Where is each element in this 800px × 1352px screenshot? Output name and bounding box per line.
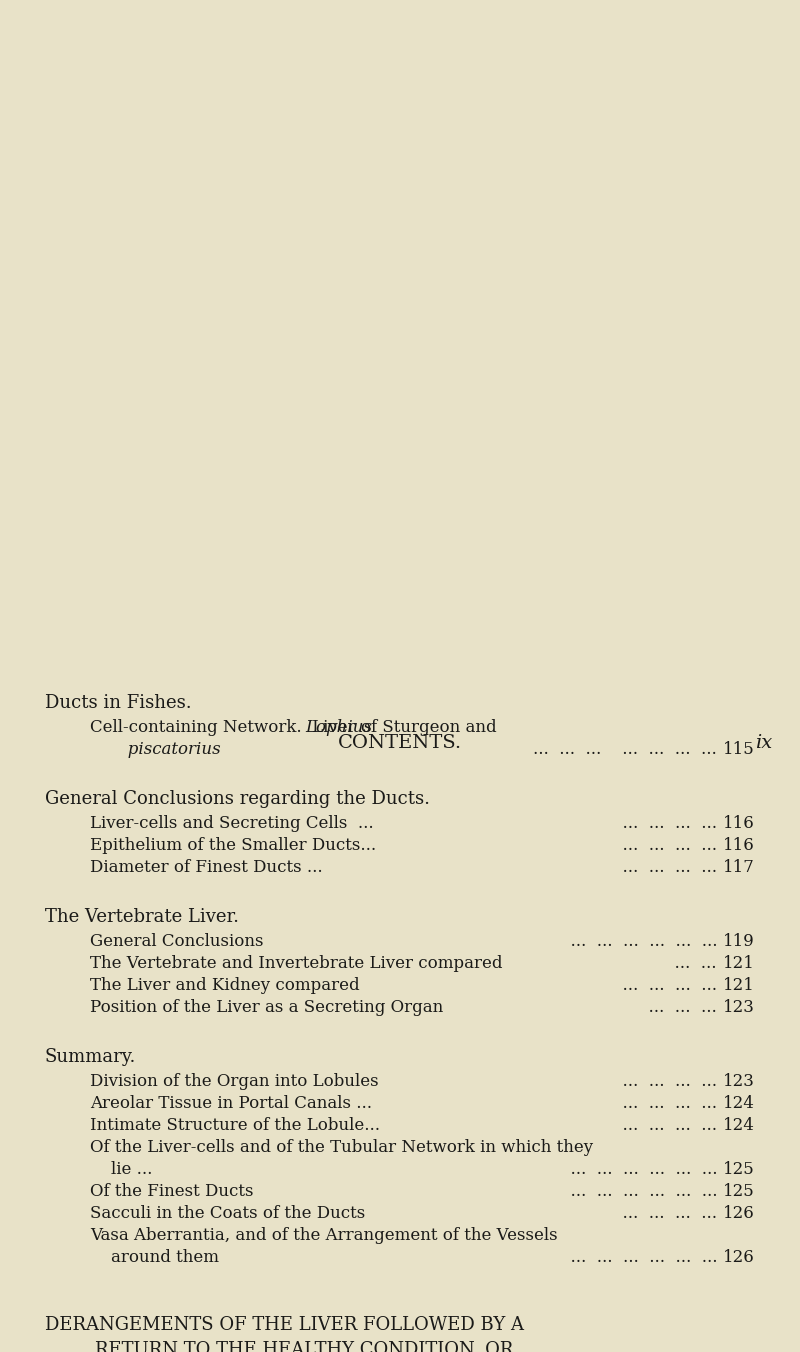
Text: Vasa Aberrantia, and of the Arrangement of the Vessels: Vasa Aberrantia, and of the Arrangement … (90, 1228, 558, 1244)
Text: CONTENTS.: CONTENTS. (338, 734, 462, 752)
Text: 116: 116 (723, 837, 755, 854)
Text: Areolar Tissue in Portal Canals ...: Areolar Tissue in Portal Canals ... (90, 1095, 372, 1111)
Text: ...  ...  ...  ...  ...  ...: ... ... ... ... ... ... (559, 1183, 717, 1201)
Text: 119: 119 (723, 933, 755, 950)
Text: Of the Liver-cells and of the Tubular Network in which they: Of the Liver-cells and of the Tubular Ne… (90, 1138, 593, 1156)
Text: Cell-containing Network.  Liver of Sturgeon and: Cell-containing Network. Liver of Sturge… (90, 719, 502, 735)
Text: 117: 117 (723, 859, 755, 876)
Text: The Vertebrate and Invertebrate Liver compared: The Vertebrate and Invertebrate Liver co… (90, 955, 502, 972)
Text: Of the Finest Ducts: Of the Finest Ducts (90, 1183, 254, 1201)
Text: ...  ...: ... ... (665, 955, 717, 972)
Text: Lophius: Lophius (306, 719, 373, 735)
Text: Ducts in Fishes.: Ducts in Fishes. (45, 694, 192, 713)
Text: Liver-cells and Secreting Cells  ...: Liver-cells and Secreting Cells ... (90, 815, 374, 831)
Text: 121: 121 (723, 977, 755, 994)
Text: ...  ...  ...  ...  ...  ...: ... ... ... ... ... ... (559, 1161, 717, 1178)
Text: Position of the Liver as a Secreting Organ: Position of the Liver as a Secreting Org… (90, 999, 443, 1015)
Text: ...  ...  ...  ...: ... ... ... ... (612, 1205, 717, 1222)
Text: Intimate Structure of the Lobule...: Intimate Structure of the Lobule... (90, 1117, 380, 1134)
Text: ...  ...  ...: ... ... ... (638, 999, 717, 1015)
Text: General Conclusions regarding the Ducts.: General Conclusions regarding the Ducts. (45, 790, 430, 808)
Text: ...  ...  ...  ...  ...  ...: ... ... ... ... ... ... (559, 1249, 717, 1265)
Text: RETURN TO THE HEALTHY CONDITION, OR: RETURN TO THE HEALTHY CONDITION, OR (95, 1340, 514, 1352)
Text: ix: ix (755, 734, 772, 752)
Text: 125: 125 (723, 1183, 755, 1201)
Text: 121: 121 (723, 955, 755, 972)
Text: Division of the Organ into Lobules: Division of the Organ into Lobules (90, 1073, 378, 1090)
Text: 124: 124 (723, 1117, 755, 1134)
Text: around them: around them (90, 1249, 219, 1265)
Text: 115: 115 (723, 741, 755, 758)
Text: lie ...: lie ... (90, 1161, 152, 1178)
Text: ...  ...  ...  ...: ... ... ... ... (612, 1073, 717, 1090)
Text: ...  ...  ...  ...  ...  ...: ... ... ... ... ... ... (559, 933, 717, 950)
Text: 124: 124 (723, 1095, 755, 1111)
Text: ...  ...  ...  ...: ... ... ... ... (612, 859, 717, 876)
Text: 126: 126 (723, 1249, 755, 1265)
Text: ...  ...  ...  ...: ... ... ... ... (612, 815, 717, 831)
Text: Summary.: Summary. (45, 1048, 136, 1065)
Text: The Liver and Kidney compared: The Liver and Kidney compared (90, 977, 360, 994)
Text: The Vertebrate Liver.: The Vertebrate Liver. (45, 909, 239, 926)
Text: Epithelium of the Smaller Ducts...: Epithelium of the Smaller Ducts... (90, 837, 376, 854)
Text: 123: 123 (723, 999, 755, 1015)
Text: 116: 116 (723, 815, 755, 831)
Text: DERANGEMENTS OF THE LIVER FOLLOWED BY A: DERANGEMENTS OF THE LIVER FOLLOWED BY A (45, 1315, 524, 1334)
Text: ...  ...  ...    ...  ...  ...  ...: ... ... ... ... ... ... ... (534, 741, 717, 758)
Text: piscatorius: piscatorius (90, 741, 221, 758)
Text: 125: 125 (723, 1161, 755, 1178)
Text: ...  ...  ...  ...: ... ... ... ... (612, 1095, 717, 1111)
Text: 123: 123 (723, 1073, 755, 1090)
Text: Diameter of Finest Ducts ...: Diameter of Finest Ducts ... (90, 859, 322, 876)
Text: 126: 126 (723, 1205, 755, 1222)
Text: Sacculi in the Coats of the Ducts: Sacculi in the Coats of the Ducts (90, 1205, 366, 1222)
Text: General Conclusions: General Conclusions (90, 933, 263, 950)
Text: ...  ...  ...  ...: ... ... ... ... (612, 1117, 717, 1134)
Text: ...  ...  ...  ...: ... ... ... ... (612, 837, 717, 854)
Text: ...  ...  ...  ...: ... ... ... ... (612, 977, 717, 994)
